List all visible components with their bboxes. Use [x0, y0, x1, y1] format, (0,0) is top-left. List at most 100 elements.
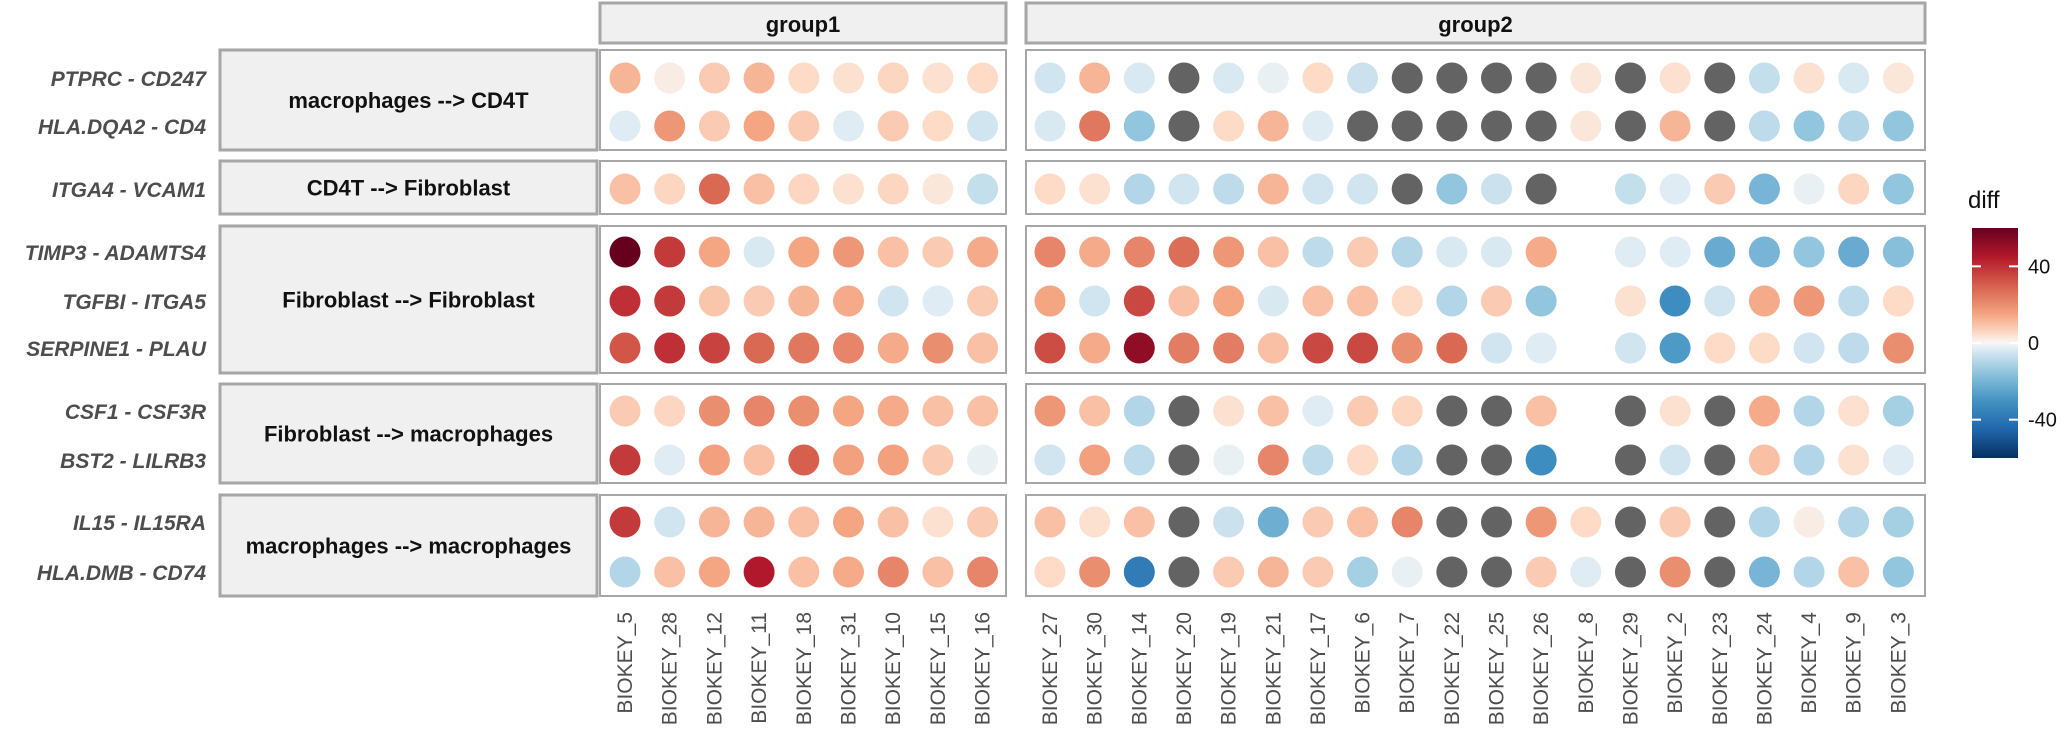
data-point — [698, 556, 730, 588]
data-point — [1748, 506, 1780, 538]
sample-tick-label: BIOKEY_8 — [1575, 612, 1598, 714]
interaction-label: Fibroblast --> macrophages — [264, 422, 553, 447]
data-point — [1391, 110, 1423, 142]
data-point — [1347, 444, 1379, 476]
data-point — [698, 110, 730, 142]
data-point — [1079, 506, 1111, 538]
data-point — [1436, 444, 1468, 476]
data-point — [877, 236, 909, 268]
data-point — [1704, 556, 1736, 588]
data-point — [1347, 395, 1379, 427]
data-point — [922, 110, 954, 142]
data-point — [1838, 173, 1870, 205]
data-point — [1525, 236, 1557, 268]
data-point — [1257, 395, 1289, 427]
data-point — [1257, 62, 1289, 94]
data-point — [1302, 332, 1334, 364]
data-point — [1659, 395, 1691, 427]
data-point — [1793, 173, 1825, 205]
sample-tick-label: BIOKEY_17 — [1307, 612, 1330, 725]
data-point — [967, 236, 999, 268]
data-point — [1123, 444, 1155, 476]
data-point — [1659, 173, 1691, 205]
data-point — [1213, 556, 1245, 588]
data-point — [1838, 556, 1870, 588]
data-point — [1525, 332, 1557, 364]
data-point — [654, 62, 686, 94]
group-label: group2 — [1438, 12, 1513, 37]
data-point — [1257, 556, 1289, 588]
ligand-receptor-label: CSF1 - CSF3R — [65, 401, 207, 424]
data-point — [1257, 506, 1289, 538]
data-point — [1034, 110, 1066, 142]
data-point — [1614, 332, 1646, 364]
data-point — [743, 62, 775, 94]
data-point — [1614, 444, 1646, 476]
data-point — [833, 285, 864, 317]
data-point — [1302, 173, 1334, 205]
sample-tick-label: BIOKEY_9 — [1843, 612, 1866, 714]
ligand-receptor-label: TIMP3 - ADAMTS4 — [25, 242, 207, 265]
data-point — [788, 444, 820, 476]
data-point — [1793, 444, 1825, 476]
data-point — [877, 285, 909, 317]
data-point — [1347, 110, 1379, 142]
ligand-receptor-label: PTPRC - CD247 — [51, 68, 208, 91]
data-point — [967, 285, 999, 317]
ligand-receptor-label: HLA.DMB - CD74 — [37, 562, 206, 585]
data-point — [922, 395, 954, 427]
data-point — [1748, 110, 1780, 142]
interaction-label: Fibroblast --> Fibroblast — [282, 288, 535, 313]
data-point — [609, 506, 641, 538]
data-point — [609, 444, 641, 476]
data-point — [788, 110, 820, 142]
ligand-receptor-label: TGFBI - ITGA5 — [63, 291, 207, 314]
data-point — [1481, 556, 1512, 588]
data-point — [877, 332, 909, 364]
group-strip — [1024, 1, 1927, 45]
data-point — [922, 506, 954, 538]
data-point — [654, 173, 686, 205]
data-point — [654, 506, 686, 538]
data-point — [1748, 236, 1780, 268]
data-point — [1302, 395, 1334, 427]
data-point — [1793, 236, 1825, 268]
facet-panel — [1025, 160, 1926, 215]
data-point — [877, 173, 909, 205]
data-point — [1748, 556, 1780, 588]
data-point — [1168, 285, 1200, 317]
data-point — [1614, 285, 1646, 317]
data-point — [1079, 173, 1111, 205]
data-point — [1123, 395, 1155, 427]
ligand-receptor-label: ITGA4 - VCAM1 — [52, 179, 206, 202]
data-point — [1257, 332, 1289, 364]
data-point — [967, 444, 999, 476]
data-point — [1838, 285, 1870, 317]
data-point — [1481, 395, 1512, 427]
data-point — [1168, 556, 1200, 588]
interaction-strip — [218, 382, 599, 485]
data-point — [1882, 236, 1914, 268]
data-point — [1391, 62, 1423, 94]
sample-tick-label: BIOKEY_24 — [1753, 612, 1776, 726]
data-point — [1123, 332, 1155, 364]
data-point — [922, 332, 954, 364]
data-point — [967, 506, 999, 538]
data-point — [743, 110, 775, 142]
data-point — [1168, 444, 1200, 476]
group-label: group1 — [766, 12, 841, 37]
data-point — [698, 332, 730, 364]
data-point — [1257, 236, 1289, 268]
sample-tick-label: BIOKEY_14 — [1128, 612, 1151, 726]
data-point — [1302, 506, 1334, 538]
sample-tick-label: BIOKEY_25 — [1486, 612, 1509, 725]
data-point — [1570, 556, 1602, 588]
data-point — [1614, 62, 1646, 94]
data-point — [833, 506, 864, 538]
data-point — [833, 395, 864, 427]
sample-tick-label: BIOKEY_21 — [1262, 612, 1285, 725]
data-point — [1079, 556, 1111, 588]
sample-tick-label: BIOKEY_27 — [1039, 612, 1062, 725]
data-point — [1704, 332, 1736, 364]
